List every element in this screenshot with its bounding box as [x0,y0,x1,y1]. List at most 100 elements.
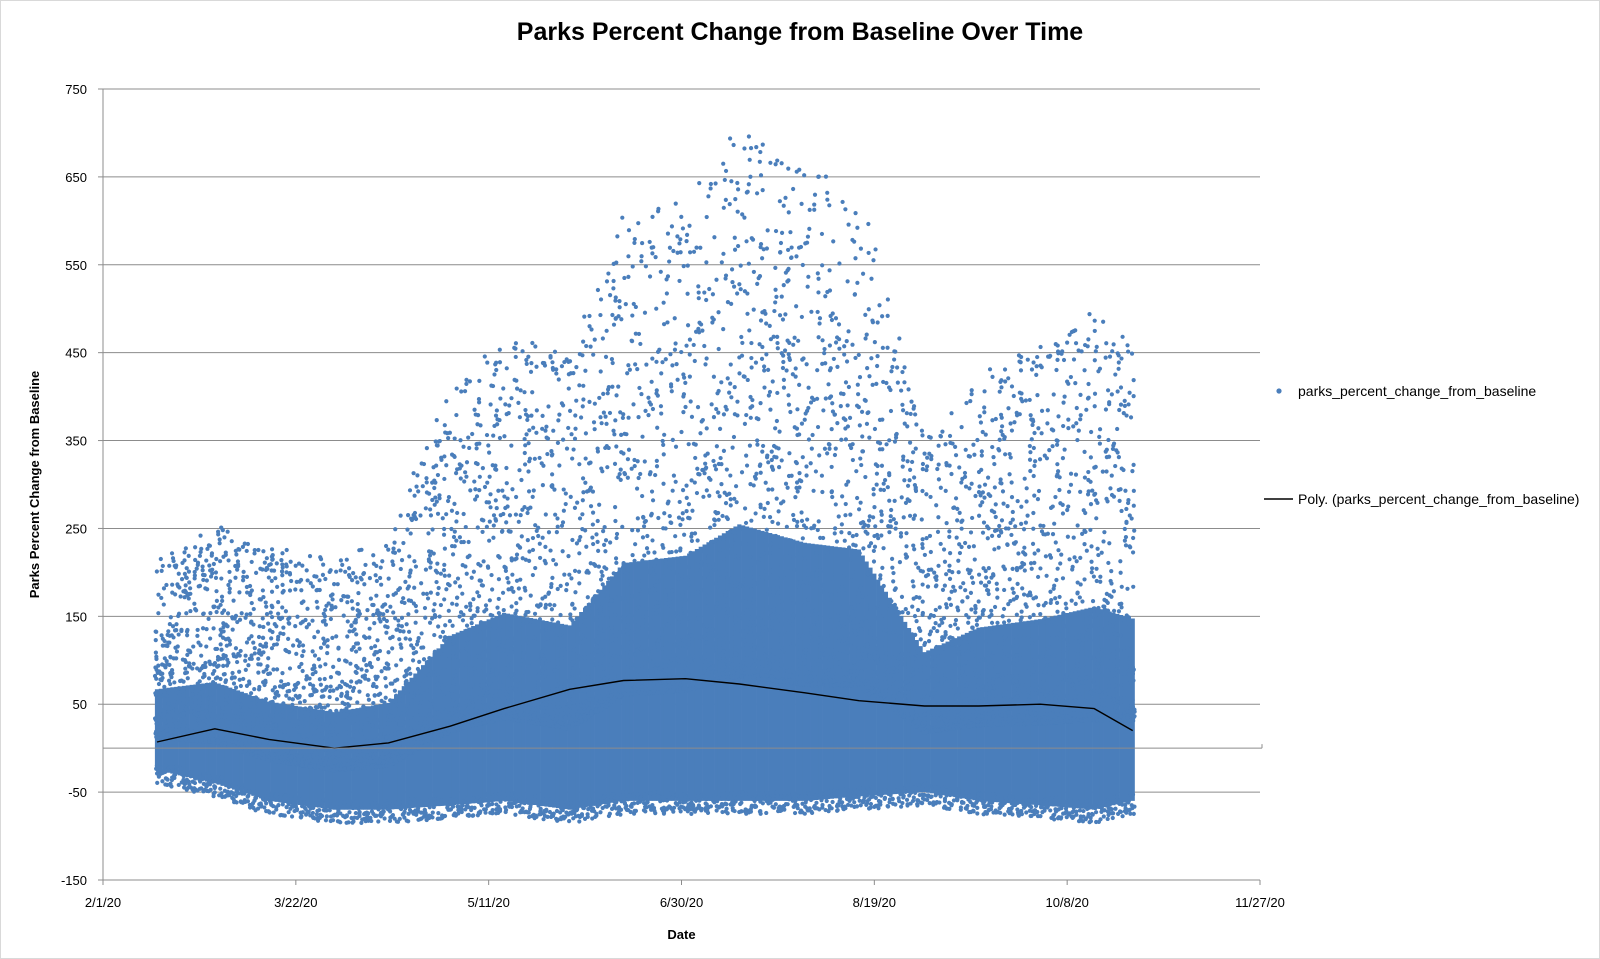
data-point [230,733,235,739]
data-point [236,711,241,716]
data-point [242,719,247,725]
data-point [497,697,502,702]
data-point [504,520,509,525]
data-point [380,559,385,564]
data-point [521,650,527,655]
data-point [489,697,494,702]
data-point [396,730,402,735]
data-point [266,575,271,580]
data-point [376,718,381,723]
data-point [469,663,474,669]
data-point [398,657,404,662]
data-point [577,462,582,467]
data-point [254,570,259,575]
data-point [452,501,457,506]
data-point [258,566,263,571]
data-point [215,675,220,680]
data-point [580,476,586,481]
data-point [200,700,205,706]
data-point [367,576,373,581]
data-point [250,801,256,806]
data-point [558,681,564,686]
data-point [555,524,560,529]
data-point [501,703,506,708]
data-point [473,698,478,703]
data-point [512,377,517,382]
data-point [480,465,485,471]
data-point [518,662,523,667]
data-point [292,797,297,802]
data-point [236,547,241,552]
data-point [288,806,293,811]
data-point [371,700,376,706]
data-point [563,491,568,496]
data-point [385,625,390,630]
data-point [215,714,220,719]
data-point [353,729,358,734]
data-point [532,456,537,461]
data-point [452,436,457,441]
data-point [181,777,186,782]
data-point [160,563,165,569]
data-point [241,574,246,579]
data-point [153,665,159,670]
data-point [164,659,169,664]
data-point [374,593,379,598]
data-point [438,649,444,654]
data-point [253,790,259,795]
data-point [494,467,499,472]
data-point [394,693,399,698]
data-point [598,415,603,420]
data-point [243,740,248,746]
data-point [351,819,356,824]
data-point [477,578,482,583]
data-point [477,695,482,700]
data-point [375,738,381,743]
data-point [528,690,533,695]
data-point [359,731,365,736]
data-point [378,619,383,624]
data-point [602,565,607,570]
data-point [531,425,536,430]
data-point [556,377,561,382]
data-point [532,611,538,616]
data-point [169,551,175,556]
data-point [171,718,176,723]
data-point [601,410,606,415]
data-point [194,566,199,571]
data-point [316,657,321,662]
data-point [540,413,545,418]
data-point [237,590,242,595]
data-point [200,564,205,569]
data-point [379,704,385,709]
data-point [469,575,474,580]
data-point [549,607,554,612]
data-point [490,811,495,816]
data-point [583,368,588,373]
data-point [257,802,262,807]
data-point [325,703,330,708]
data-point [154,569,159,574]
data-point [212,668,217,674]
data-point [210,731,215,736]
data-point [398,566,403,572]
data-point [468,603,473,609]
data-point [185,633,190,638]
data-point [436,811,441,816]
data-point [408,568,413,573]
data-point [367,635,372,640]
data-point [530,535,536,541]
data-point [378,691,383,696]
data-point [379,725,384,730]
data-point [223,678,229,683]
data-point [510,487,515,492]
data-point [600,573,605,578]
data-point [450,684,455,689]
data-point [345,634,350,639]
data-point [428,565,433,570]
data-point [439,732,444,737]
data-point [186,569,192,574]
data-point [597,395,602,401]
data-point [406,629,412,634]
data-point [598,661,603,666]
